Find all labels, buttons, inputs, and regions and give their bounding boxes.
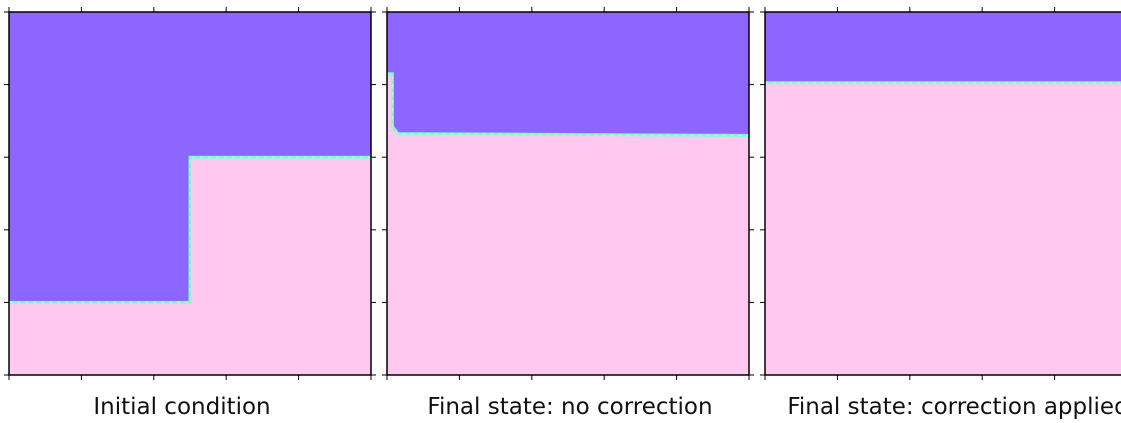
interface-fringe-speckle [9,156,371,303]
panel-caption: Final state: no correction [427,394,713,420]
lower-phase-region [765,82,1121,375]
plot-frame [8,11,372,376]
panel-no-correction: Final state: no correction [378,0,758,423]
lower-phase-region [387,73,749,376]
panel-caption: Initial condition [93,394,271,420]
plot-frame [764,11,1121,376]
panel-caption: Final state: correction applied [787,394,1121,420]
panel-correction-applied: Final state: correction applied [756,0,1121,423]
interface-fringe-speckle [387,73,750,137]
panel-initial-condition: Initial condition [0,0,380,423]
phase-field-plot [382,7,754,380]
phase-field-plot [4,7,376,380]
plot-frame [386,11,750,376]
phase-field-plot [760,7,1121,380]
